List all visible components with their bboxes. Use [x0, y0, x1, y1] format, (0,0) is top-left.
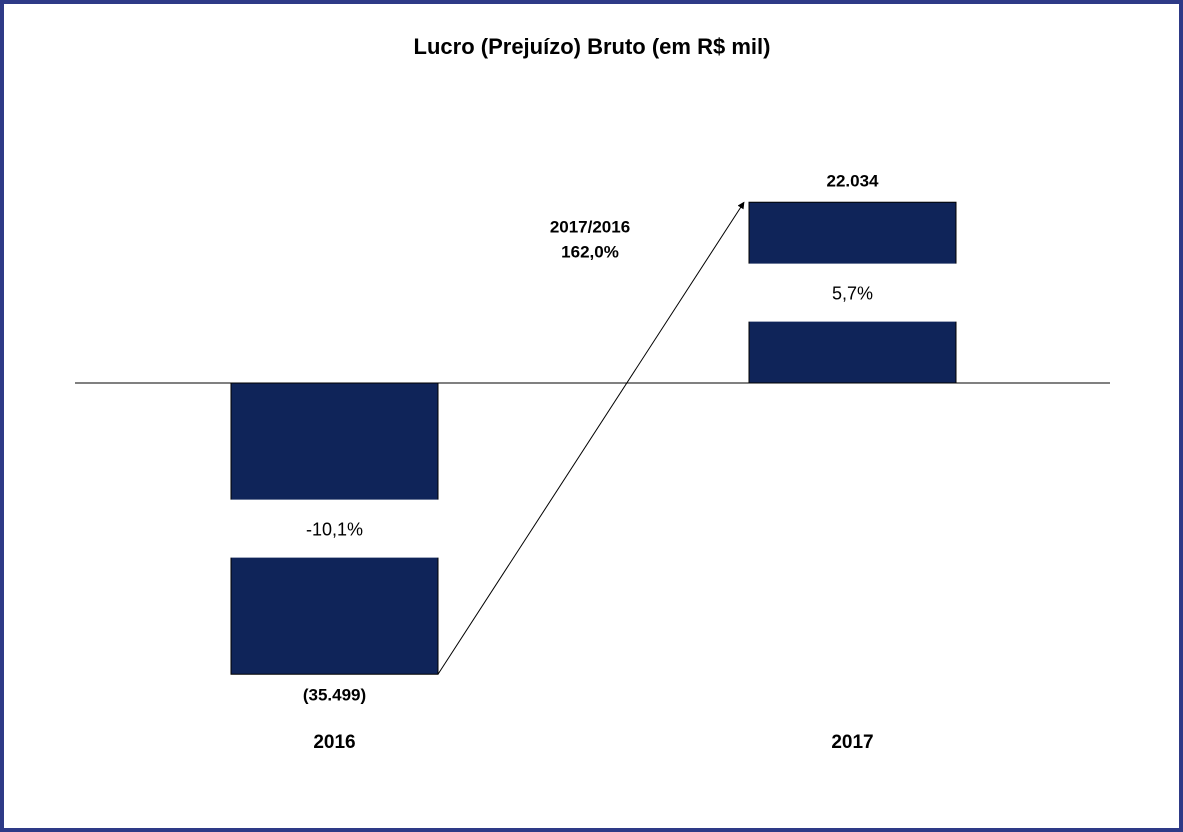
- annotation: 2017/2016: [550, 217, 630, 236]
- annotation: 162,0%: [561, 242, 619, 261]
- x-tick-label: 2017: [831, 732, 873, 753]
- growth-arrow: [437, 201, 745, 675]
- value-label: 22.034: [827, 172, 880, 191]
- margin-label: -10,1%: [306, 519, 363, 539]
- margin-gap: [229, 499, 440, 558]
- x-tick-label: 2016: [313, 732, 355, 753]
- margin-label: 5,7%: [832, 283, 873, 303]
- margin-gap: [747, 263, 958, 322]
- chart-title: Lucro (Prejuízo) Bruto (em R$ mil): [414, 34, 771, 59]
- value-label: (35.499): [303, 686, 366, 705]
